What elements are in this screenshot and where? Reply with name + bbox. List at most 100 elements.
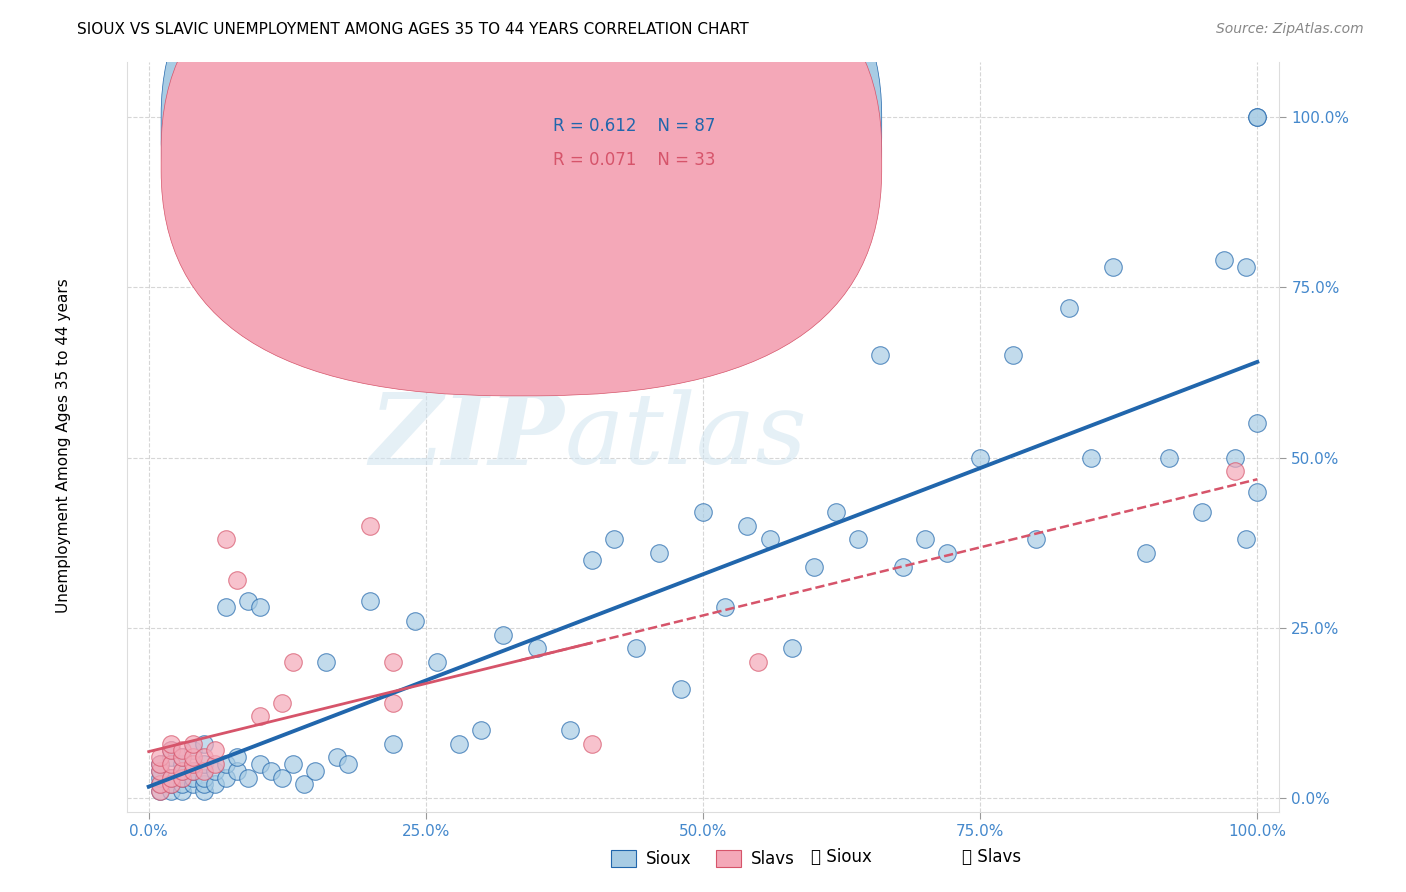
Point (181, 737, 204, 751)
Point (170, 764, 193, 778)
Point (215, 771, 238, 785)
Point (758, 533, 780, 547)
Point (193, 777, 215, 791)
Point (160, 750, 183, 764)
Point (803, 559, 825, 574)
Point (1246, 417, 1268, 431)
Point (204, 764, 226, 778)
Point (226, 764, 249, 778)
Point (193, 737, 215, 751)
Point (226, 750, 249, 764)
Point (1002, 348, 1025, 362)
Legend: Sioux, Slavs: Sioux, Slavs (605, 843, 801, 875)
Point (193, 771, 215, 785)
Point (381, 737, 404, 751)
Point (181, 764, 204, 778)
Point (149, 757, 172, 772)
Point (149, 784, 172, 798)
Point (149, 777, 172, 791)
Point (914, 533, 936, 547)
Point (1102, 260, 1125, 274)
Point (226, 573, 249, 587)
Point (315, 655, 337, 669)
Point (281, 757, 304, 772)
Point (1191, 505, 1213, 519)
Point (1246, 110, 1268, 124)
Point (170, 764, 193, 778)
Point (160, 737, 183, 751)
Point (204, 743, 226, 757)
Point (181, 750, 204, 764)
Point (1025, 533, 1047, 547)
Point (603, 533, 626, 547)
Point (160, 771, 183, 785)
Point (381, 655, 404, 669)
Point (204, 777, 226, 791)
Point (869, 348, 891, 362)
Point (891, 559, 914, 574)
Point (160, 743, 183, 757)
Point (935, 546, 957, 560)
Point (215, 600, 238, 615)
Point (381, 696, 404, 710)
Point (326, 750, 349, 764)
Point (1057, 301, 1080, 315)
Point (160, 777, 183, 791)
Point (160, 777, 183, 791)
Point (581, 737, 603, 751)
Point (647, 546, 669, 560)
Point (337, 757, 360, 772)
Point (1223, 464, 1246, 478)
Point (669, 682, 692, 697)
Point (1223, 450, 1246, 465)
Point (238, 771, 260, 785)
Point (149, 784, 172, 798)
Text: atlas: atlas (565, 390, 807, 484)
Point (1234, 533, 1257, 547)
Point (193, 784, 215, 798)
Point (149, 777, 172, 791)
Point (149, 757, 172, 772)
Point (426, 655, 449, 669)
Point (170, 771, 193, 785)
Point (359, 593, 381, 607)
Point (1213, 252, 1236, 267)
Point (737, 518, 759, 533)
Point (238, 593, 260, 607)
Point (215, 757, 238, 772)
Point (626, 641, 648, 656)
Point (492, 627, 515, 641)
Point (1246, 484, 1268, 499)
Point (581, 552, 603, 566)
Point (170, 750, 193, 764)
Point (270, 771, 292, 785)
Point (181, 743, 204, 757)
Point (249, 600, 271, 615)
Point (160, 784, 183, 798)
Point (149, 771, 172, 785)
Point (825, 505, 848, 519)
Point (1234, 260, 1257, 274)
Point (149, 764, 172, 778)
FancyBboxPatch shape (162, 0, 882, 396)
Point (170, 743, 193, 757)
Point (181, 757, 204, 772)
FancyBboxPatch shape (162, 0, 882, 362)
Point (149, 750, 172, 764)
Point (181, 764, 204, 778)
Point (404, 614, 426, 628)
Point (170, 777, 193, 791)
Point (969, 450, 991, 465)
Point (160, 743, 183, 757)
FancyBboxPatch shape (478, 85, 824, 190)
Point (1080, 450, 1102, 465)
Text: SIOUX VS SLAVIC UNEMPLOYMENT AMONG AGES 35 TO 44 YEARS CORRELATION CHART: SIOUX VS SLAVIC UNEMPLOYMENT AMONG AGES … (77, 22, 749, 37)
Point (193, 757, 215, 772)
Point (149, 764, 172, 778)
Point (249, 757, 271, 772)
Point (359, 518, 381, 533)
Point (292, 777, 315, 791)
Text: Source: ZipAtlas.com: Source: ZipAtlas.com (1216, 22, 1364, 37)
Text: ⬜ Sioux: ⬜ Sioux (811, 847, 872, 865)
Text: ⬜ Slavs: ⬜ Slavs (962, 847, 1021, 865)
